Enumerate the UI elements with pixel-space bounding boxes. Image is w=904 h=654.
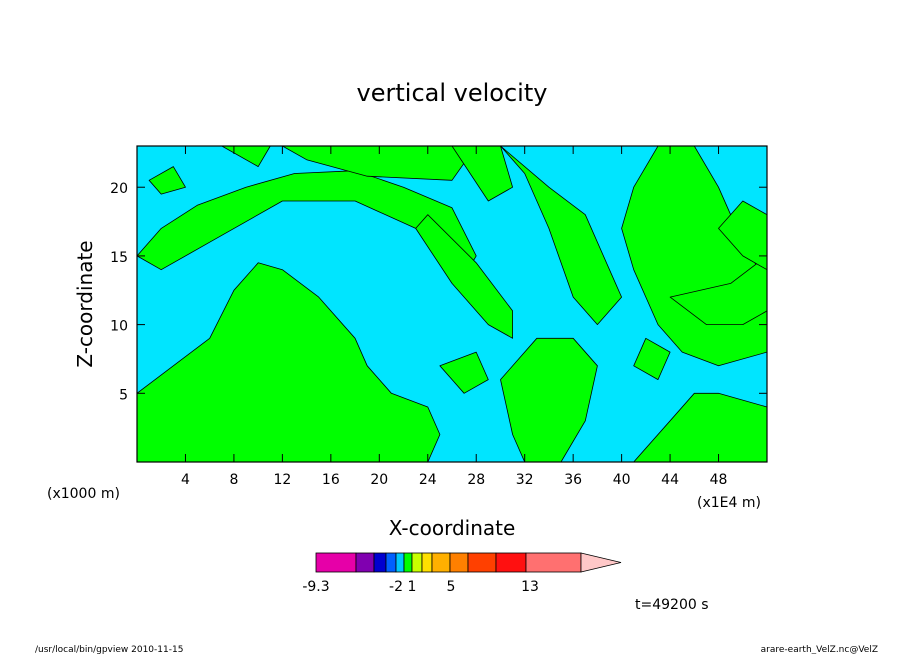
colorbar-label: 5 [447, 579, 456, 595]
colorbar-segment [495, 552, 527, 573]
contour-region-6 [500, 146, 622, 326]
colorbar-segment [449, 552, 469, 573]
x-tick-label: 44 [661, 472, 679, 488]
colorbar-segment [403, 552, 413, 573]
y-tick-label: 20 [110, 181, 128, 197]
x-tick-label: 24 [419, 472, 437, 488]
x-tick-label: 8 [229, 472, 238, 488]
colorbar-labels: -9.3 -2 1 5 13 [302, 579, 539, 595]
contour-region-8 [669, 255, 767, 326]
y-tick-label: 15 [110, 250, 128, 266]
x-tick-label: 12 [273, 472, 291, 488]
colorbar-segment [315, 552, 357, 573]
contour-region-10 [597, 392, 767, 462]
colorbar-extend-arrow [580, 552, 622, 573]
y-axis-ticks: 5 10 15 20 [110, 181, 767, 403]
y-tick-label: 10 [110, 319, 128, 335]
y-tick-label: 5 [119, 387, 128, 403]
contour-region-11 [439, 351, 489, 394]
colorbar-label: 13 [521, 579, 539, 595]
y-axis-label: Z-coordinate [73, 240, 97, 367]
contour-region-9 [500, 337, 598, 462]
footer-right-note: arare-earth_VelZ.nc@VelZ [761, 645, 878, 654]
contour-region-0 [137, 262, 441, 462]
plot-frame [136, 145, 768, 463]
colorbar-segment [411, 552, 423, 573]
contour-region-4 [281, 146, 477, 181]
contour-regions [137, 146, 767, 462]
x-axis-ticks: 4 8 12 16 20 24 28 32 36 40 44 48 [181, 146, 727, 488]
colorbar-segment [421, 552, 433, 573]
x-unit-left: (x1000 m) [47, 486, 120, 502]
plot-area [136, 145, 768, 463]
colorbar-label: 1 [408, 579, 417, 595]
colorbar-segment [525, 552, 582, 573]
contour-region-13 [451, 146, 513, 202]
time-label: t=49200 s [635, 597, 709, 613]
colorbar-segment [467, 552, 497, 573]
x-tick-label: 4 [181, 472, 190, 488]
x-tick-label: 28 [467, 472, 485, 488]
chart-title: vertical velocity [357, 79, 548, 107]
contour-region-1 [137, 170, 477, 277]
x-tick-label: 36 [564, 472, 582, 488]
x-tick-label: 40 [613, 472, 631, 488]
colorbar-segment [373, 552, 387, 573]
colorbar-segment [385, 552, 397, 573]
colorbar-segment [395, 552, 405, 573]
contour-region-14 [718, 200, 767, 271]
x-unit-right: (x1E4 m) [697, 495, 761, 511]
colorbar-segment [431, 552, 451, 573]
contour-region-5 [415, 214, 513, 339]
x-tick-label: 20 [370, 472, 388, 488]
colorbar-label: -2 [389, 579, 403, 595]
x-tick-label: 16 [322, 472, 340, 488]
colorbar-segment [355, 552, 375, 573]
colorbar-label: -9.3 [302, 579, 329, 595]
x-axis-label: X-coordinate [389, 516, 516, 540]
colorbar [315, 552, 622, 573]
contour-region-12 [633, 337, 671, 381]
x-tick-label: 32 [516, 472, 534, 488]
footer-left-note: /usr/local/bin/gpview 2010-11-15 [35, 645, 183, 654]
x-tick-label: 48 [710, 472, 728, 488]
contour-region-2 [148, 166, 186, 195]
